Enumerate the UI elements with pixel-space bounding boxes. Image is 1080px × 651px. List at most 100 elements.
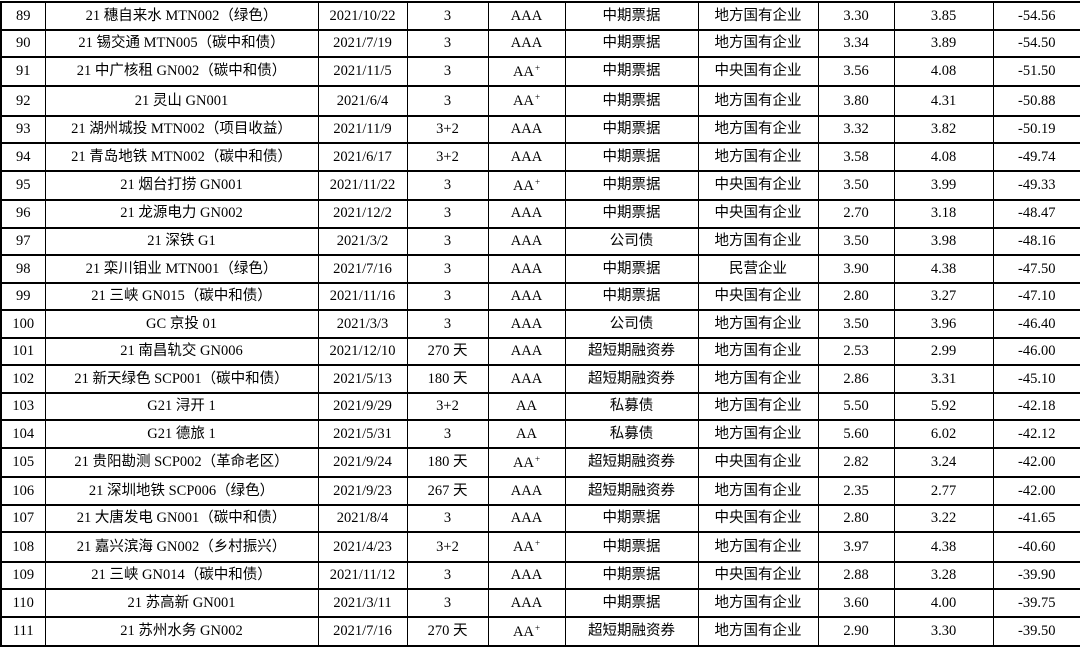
- cell-rate-1: 2.88: [817, 560, 895, 591]
- cell-rate-2: 3.30: [893, 615, 994, 648]
- cell-rate-1: 2.35: [817, 476, 895, 506]
- cell-rate-2: 3.24: [893, 447, 994, 479]
- cell-bond-type: 中期票据: [564, 281, 699, 312]
- cell-issue-date: 2021/12/2: [317, 198, 408, 229]
- cell-rating: AA+: [487, 56, 566, 88]
- cell-row-number: 91: [0, 56, 46, 88]
- cell-bond-name: 21 苏州水务 GN002: [44, 615, 319, 648]
- cell-rate-1: 3.97: [817, 531, 895, 563]
- cell-term: 267 天: [406, 476, 489, 506]
- cell-row-number: 100: [0, 309, 46, 339]
- cell-rate-2: 4.00: [893, 588, 994, 618]
- table-row: 97 21 深铁 G1 2021/3/2 3 AAA 公司债 地方国有企业 3.…: [0, 226, 1080, 257]
- cell-spread-change: -50.19: [992, 114, 1080, 145]
- cell-term: 180 天: [406, 447, 489, 479]
- cell-issuer-type: 民营企业: [697, 254, 819, 284]
- cell-issue-date: 2021/11/9: [317, 114, 408, 145]
- cell-term: 3: [406, 28, 489, 59]
- cell-issuer-type: 地方国有企业: [697, 85, 819, 117]
- cell-bond-type: 中期票据: [564, 254, 699, 284]
- cell-term: 3+2: [406, 391, 489, 422]
- cell-row-number: 90: [0, 28, 46, 59]
- cell-term: 3: [406, 226, 489, 257]
- table-row: 92 21 灵山 GN001 2021/6/4 3 AA+ 中期票据 地方国有企…: [0, 85, 1080, 117]
- cell-rating: AAA: [487, 1, 566, 31]
- cell-bond-type: 中期票据: [564, 588, 699, 618]
- cell-row-number: 93: [0, 114, 46, 145]
- cell-issue-date: 2021/7/19: [317, 28, 408, 59]
- cell-row-number: 99: [0, 281, 46, 312]
- table-row: 104 G21 德旅 1 2021/5/31 3 AA 私募债 地方国有企业 5…: [0, 419, 1080, 449]
- cell-row-number: 105: [0, 447, 46, 479]
- cell-spread-change: -42.00: [992, 447, 1080, 479]
- table-row: 101 21 南昌轨交 GN006 2021/12/10 270 天 AAA 超…: [0, 336, 1080, 367]
- cell-rate-1: 5.60: [817, 419, 895, 449]
- cell-bond-type: 中期票据: [564, 28, 699, 59]
- table-row: 106 21 深圳地铁 SCP006（绿色） 2021/9/23 267 天 A…: [0, 476, 1080, 506]
- cell-term: 3: [406, 560, 489, 591]
- cell-bond-name: 21 栾川钼业 MTN001（绿色）: [44, 254, 319, 284]
- cell-bond-name: 21 灵山 GN001: [44, 85, 319, 117]
- cell-issue-date: 2021/3/2: [317, 226, 408, 257]
- cell-bond-name: G21 德旅 1: [44, 419, 319, 449]
- table-row: 89 21 穗自来水 MTN002（绿色） 2021/10/22 3 AAA 中…: [0, 1, 1080, 31]
- cell-issuer-type: 中央国有企业: [697, 560, 819, 591]
- cell-rate-2: 4.38: [893, 254, 994, 284]
- cell-bond-name: 21 烟台打捞 GN001: [44, 169, 319, 201]
- cell-rate-1: 3.34: [817, 28, 895, 59]
- cell-term: 3: [406, 588, 489, 618]
- cell-bond-type: 中期票据: [564, 56, 699, 88]
- cell-issue-date: 2021/12/10: [317, 336, 408, 367]
- cell-row-number: 95: [0, 169, 46, 201]
- cell-rating: AAA: [487, 114, 566, 145]
- cell-bond-name: 21 新天绿色 SCP001（碳中和债）: [44, 364, 319, 394]
- cell-bond-type: 超短期融资券: [564, 336, 699, 367]
- cell-issuer-type: 地方国有企业: [697, 336, 819, 367]
- cell-issue-date: 2021/7/16: [317, 254, 408, 284]
- cell-row-number: 101: [0, 336, 46, 367]
- cell-issuer-type: 中央国有企业: [697, 281, 819, 312]
- cell-row-number: 94: [0, 142, 46, 172]
- cell-spread-change: -40.60: [992, 531, 1080, 563]
- cell-issuer-type: 中央国有企业: [697, 56, 819, 88]
- cell-bond-name: 21 穗自来水 MTN002（绿色）: [44, 1, 319, 31]
- cell-rate-1: 3.80: [817, 85, 895, 117]
- cell-row-number: 110: [0, 588, 46, 618]
- cell-bond-type: 中期票据: [564, 114, 699, 145]
- cell-rate-1: 3.32: [817, 114, 895, 145]
- cell-bond-type: 中期票据: [564, 85, 699, 117]
- cell-spread-change: -54.56: [992, 1, 1080, 31]
- cell-rate-1: 2.70: [817, 198, 895, 229]
- cell-row-number: 98: [0, 254, 46, 284]
- cell-rating: AA+: [487, 615, 566, 648]
- cell-bond-name: 21 深圳地铁 SCP006（绿色）: [44, 476, 319, 506]
- cell-bond-type: 超短期融资券: [564, 447, 699, 479]
- cell-row-number: 89: [0, 1, 46, 31]
- cell-bond-name: 21 龙源电力 GN002: [44, 198, 319, 229]
- table-row: 93 21 湖州城投 MTN002（项目收益） 2021/11/9 3+2 AA…: [0, 114, 1080, 145]
- cell-issuer-type: 地方国有企业: [697, 364, 819, 394]
- cell-spread-change: -48.47: [992, 198, 1080, 229]
- cell-bond-name: 21 苏高新 GN001: [44, 588, 319, 618]
- cell-spread-change: -42.18: [992, 391, 1080, 422]
- cell-spread-change: -51.50: [992, 56, 1080, 88]
- cell-bond-name: 21 三峡 GN015（碳中和债）: [44, 281, 319, 312]
- cell-term: 3: [406, 56, 489, 88]
- cell-bond-type: 公司债: [564, 226, 699, 257]
- cell-rate-2: 6.02: [893, 419, 994, 449]
- cell-rating: AAA: [487, 560, 566, 591]
- cell-issuer-type: 地方国有企业: [697, 476, 819, 506]
- cell-issuer-type: 地方国有企业: [697, 391, 819, 422]
- cell-bond-type: 私募债: [564, 419, 699, 449]
- cell-spread-change: -50.88: [992, 85, 1080, 117]
- cell-spread-change: -47.10: [992, 281, 1080, 312]
- cell-bond-name: 21 贵阳勘测 SCP002（革命老区）: [44, 447, 319, 479]
- cell-rate-2: 3.31: [893, 364, 994, 394]
- cell-rating: AA: [487, 391, 566, 422]
- cell-issue-date: 2021/11/12: [317, 560, 408, 591]
- cell-issue-date: 2021/6/4: [317, 85, 408, 117]
- cell-row-number: 97: [0, 226, 46, 257]
- cell-rate-1: 2.86: [817, 364, 895, 394]
- cell-issuer-type: 地方国有企业: [697, 226, 819, 257]
